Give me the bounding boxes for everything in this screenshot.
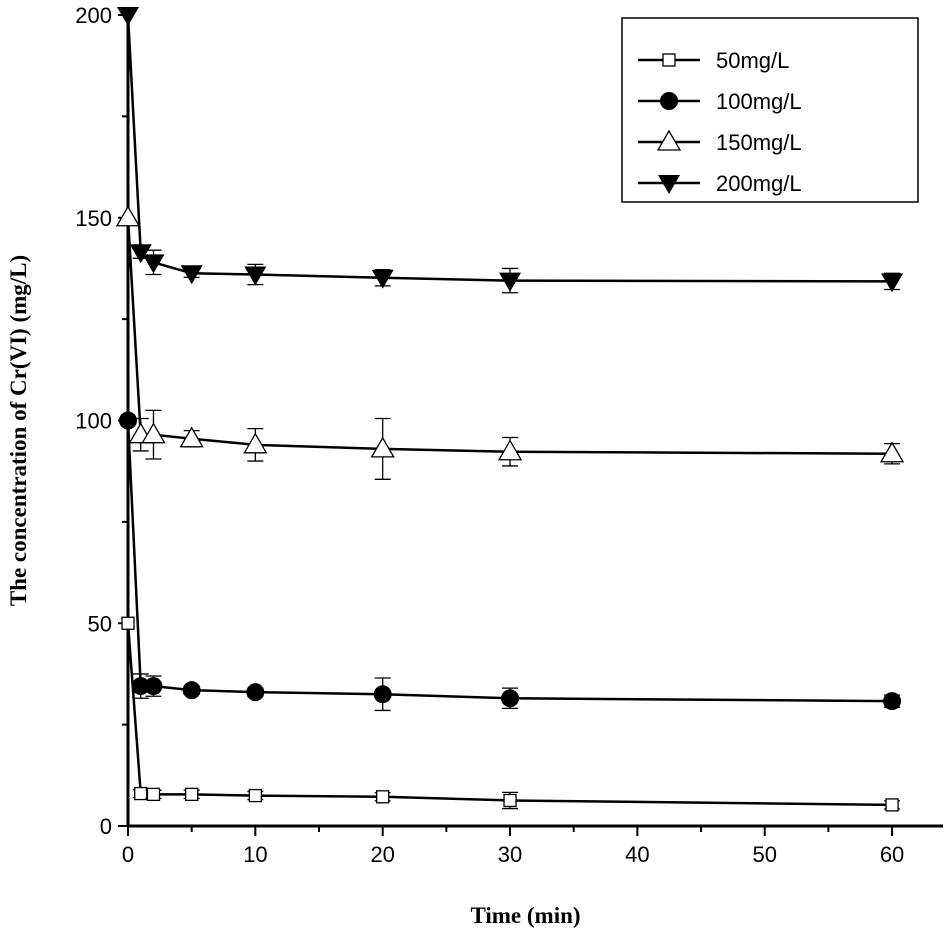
data-point	[371, 269, 394, 289]
data-point	[244, 266, 267, 286]
data-point	[185, 787, 199, 802]
data-point	[121, 616, 135, 630]
data-point	[246, 683, 265, 702]
data-point	[883, 692, 902, 711]
data-point	[499, 272, 522, 292]
legend-label: 150mg/L	[716, 130, 802, 155]
data-point	[131, 677, 150, 696]
data-point	[376, 790, 390, 804]
data-point	[182, 681, 201, 700]
data-point	[146, 787, 161, 802]
data-point	[129, 244, 152, 264]
data-point	[179, 426, 204, 448]
data-point	[134, 786, 148, 801]
x-tick-label: 60	[880, 842, 904, 867]
data-point	[881, 273, 904, 293]
x-tick-label: 30	[498, 842, 522, 867]
y-tick-label: 100	[75, 409, 112, 434]
x-tick-label: 40	[625, 842, 649, 867]
data-point	[497, 439, 523, 461]
data-point	[243, 432, 268, 454]
y-tick-label: 50	[88, 611, 112, 636]
legend-marker	[662, 53, 676, 67]
legend-label: 50mg/L	[716, 48, 789, 73]
x-tick-label: 10	[243, 842, 267, 867]
data-point	[370, 436, 395, 458]
y-tick-label: 150	[75, 206, 112, 231]
data-point	[142, 254, 165, 274]
x-tick-label: 20	[370, 842, 394, 867]
legend-marker	[656, 129, 682, 151]
data-point	[115, 205, 141, 227]
data-point	[248, 788, 262, 803]
x-tick-label: 0	[122, 842, 134, 867]
data-point	[141, 422, 166, 444]
data-point	[119, 411, 137, 430]
series-line-0	[126, 623, 893, 807]
data-point	[373, 685, 392, 704]
legend-marker	[660, 92, 678, 110]
x-axis-label: Time (min)	[470, 903, 580, 928]
legend-label: 200mg/L	[716, 171, 802, 196]
y-tick-label: 200	[75, 3, 112, 28]
data-point	[180, 265, 203, 285]
y-axis-label: The concentration of Cr(VI) (mg/L)	[6, 255, 31, 606]
data-point	[144, 677, 163, 696]
legend-box	[621, 17, 919, 203]
series-line-2	[126, 217, 893, 456]
legend-marker	[658, 175, 680, 194]
data-point	[885, 798, 899, 812]
data-point	[117, 7, 139, 26]
data-point	[503, 793, 517, 808]
legend-label: 100mg/L	[716, 89, 802, 114]
y-tick-label: 0	[100, 814, 112, 839]
x-tick-label: 50	[752, 842, 776, 867]
data-point	[501, 689, 520, 708]
data-point	[879, 441, 905, 463]
